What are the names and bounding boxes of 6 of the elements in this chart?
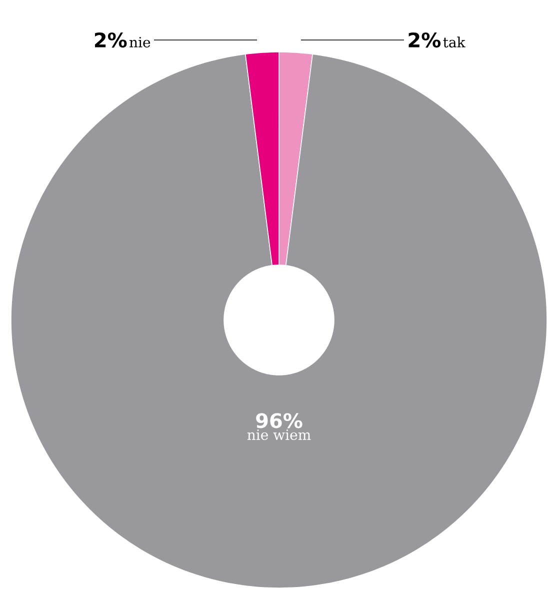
slice-label: tak: [443, 36, 466, 48]
slice-label: nie wiem: [247, 430, 311, 440]
slice-label: nie: [130, 36, 150, 48]
data-label: 96%: [256, 413, 302, 428]
data-label: 2%: [94, 32, 127, 48]
data-label: 2%: [408, 32, 441, 48]
